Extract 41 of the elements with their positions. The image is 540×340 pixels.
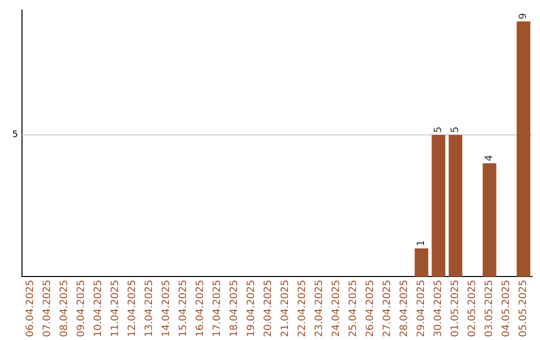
x-tick-label: 21.04.2025 [280,280,292,338]
x-tick-label: 12.04.2025 [127,280,138,338]
x-tick-label: 27.04.2025 [382,280,394,338]
x-tick-label: 29.04.2025 [416,280,428,338]
x-tick-label: 04.05.2025 [501,280,512,338]
x-tick-label: 11.04.2025 [110,280,122,338]
x-tick-label: 01.05.2025 [450,280,462,338]
bar [516,21,530,277]
ref-line-label: 5 [12,130,18,140]
data-label: 5 [433,126,444,133]
x-tick-label: 06.04.2025 [25,280,36,338]
x-tick-label: 28.04.2025 [399,280,410,338]
x-tick-label: 14.04.2025 [161,280,172,338]
x-tick-label: 26.04.2025 [365,280,376,338]
x-tick-label: 16.04.2025 [195,280,206,338]
data-label: 5 [450,126,462,133]
bar [414,248,428,277]
x-tick-label: 25.04.2025 [348,280,360,338]
x-tick-label: 09.04.2025 [76,280,88,338]
x-tick-label: 13.04.2025 [144,280,156,338]
x-tick-label: 20.04.2025 [263,280,274,338]
x-tick-label: 05.05.2025 [518,280,530,338]
x-tick-label: 30.04.2025 [433,280,444,338]
x-tick-label: 07.04.2025 [42,280,54,338]
x-tick-label: 15.04.2025 [178,280,190,338]
x-tick-label: 19.04.2025 [246,280,258,338]
bar [448,134,462,277]
data-label: 9 [518,12,530,20]
data-label: 1 [416,240,428,246]
data-label: 4 [484,154,496,162]
bar [432,134,446,277]
x-tick-label: 10.04.2025 [93,280,104,338]
x-tick-label: 24.04.2025 [331,280,342,338]
x-tick-label: 08.04.2025 [59,280,70,338]
bar [482,163,496,277]
x-tick-label: 22.04.2025 [297,280,308,338]
x-tick-label: 17.04.2025 [212,280,224,338]
x-tick-label: 23.04.2025 [314,280,326,338]
x-tick-label: 18.04.2025 [229,280,240,338]
x-tick-label: 03.05.2025 [484,280,496,338]
x-tick-label: 02.05.2025 [467,280,478,338]
